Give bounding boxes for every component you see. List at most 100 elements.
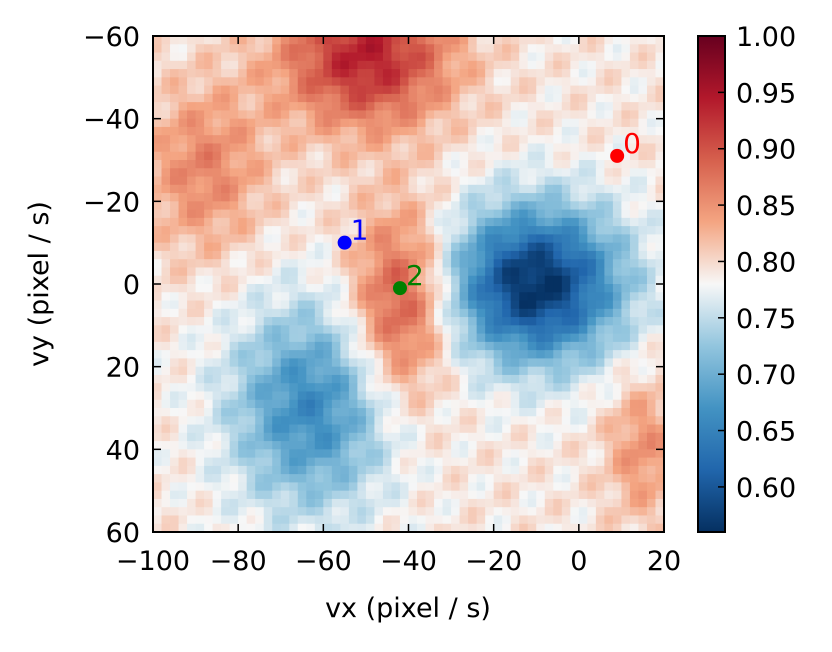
heatmap-cell [314, 85, 324, 95]
heatmap-cell [604, 399, 614, 409]
heatmap-cell [204, 523, 214, 532]
heatmap-cell [417, 441, 427, 450]
heatmap-cell [459, 474, 469, 483]
heatmap-cell [604, 358, 614, 368]
heatmap-cell [553, 515, 563, 525]
heatmap-cell [434, 160, 444, 169]
heatmap-cell [485, 85, 495, 95]
heatmap-cell [382, 242, 392, 252]
heatmap-cell [561, 267, 571, 277]
heatmap-cell [493, 102, 503, 111]
heatmap-cell [502, 168, 512, 178]
heatmap-cell [621, 358, 631, 368]
heatmap-cell [544, 465, 554, 475]
heatmap-cell [578, 201, 588, 211]
heatmap-cell [544, 333, 554, 343]
heatmap-cell [314, 341, 324, 351]
heatmap-cell [255, 366, 265, 376]
heatmap-cell [306, 341, 316, 351]
heatmap-cell [544, 341, 554, 351]
heatmap-cell [459, 284, 469, 293]
heatmap-cell [255, 308, 265, 318]
heatmap-cell [340, 126, 350, 136]
heatmap-cell [587, 52, 597, 62]
heatmap-cell [204, 176, 214, 186]
heatmap-cell [195, 465, 205, 475]
heatmap-cell [544, 482, 554, 492]
heatmap-cell [195, 259, 205, 268]
heatmap-cell [544, 507, 554, 516]
heatmap-cell [297, 482, 307, 492]
heatmap-cell [408, 184, 418, 194]
heatmap-cell [365, 69, 375, 78]
heatmap-cell [502, 374, 512, 384]
heatmap-cell [595, 523, 605, 532]
heatmap-cell [348, 317, 358, 326]
heatmap-cell [638, 52, 648, 62]
heatmap-cell [229, 300, 239, 310]
heatmap-cell [468, 366, 478, 376]
heatmap-cell [629, 85, 639, 95]
heatmap-cell [263, 193, 273, 202]
heatmap-cell [425, 408, 435, 417]
heatmap-cell [365, 126, 375, 136]
heatmap-cell [348, 176, 358, 186]
heatmap-cell [587, 408, 597, 417]
heatmap-cell [570, 85, 580, 95]
heatmap-cell [544, 424, 554, 434]
heatmap-cell [476, 226, 486, 235]
heatmap-cell [238, 457, 248, 467]
heatmap-cell [289, 44, 299, 54]
heatmap-cell [468, 317, 478, 326]
heatmap-cell [229, 160, 239, 169]
heatmap-cell [655, 308, 664, 318]
heatmap-cell [493, 490, 503, 500]
heatmap-cell [178, 465, 188, 475]
heatmap-cell [502, 308, 512, 318]
heatmap-cell [331, 416, 341, 426]
heatmap-cell [153, 118, 163, 128]
heatmap-cell [519, 366, 529, 376]
heatmap-cell [638, 292, 648, 302]
heatmap-cell [221, 383, 231, 392]
heatmap-cell [493, 523, 503, 532]
heatmap-cell [629, 292, 639, 302]
heatmap-cell [527, 135, 537, 144]
heatmap-cell [425, 424, 435, 434]
heatmap-cell [604, 391, 614, 401]
heatmap-cell [280, 358, 290, 368]
heatmap-cell [510, 308, 520, 318]
heatmap-cell [595, 60, 605, 70]
heatmap-cell [646, 383, 656, 392]
heatmap-cell [638, 60, 648, 70]
heatmap-cell [204, 85, 214, 95]
heatmap-cell [289, 350, 299, 359]
heatmap-cell [289, 515, 299, 525]
heatmap-cell [578, 110, 588, 120]
heatmap-cell [195, 36, 205, 45]
colorbar-tick-label: 0.90 [736, 135, 796, 166]
heatmap-cell [178, 300, 188, 310]
heatmap-cell [340, 226, 350, 235]
heatmap-cell [544, 474, 554, 483]
heatmap-cell [536, 250, 546, 260]
heatmap-cell [527, 465, 537, 475]
heatmap-cell [340, 383, 350, 392]
heatmap-cell [621, 151, 631, 161]
heatmap-cell [161, 465, 171, 475]
heatmap-cell [587, 457, 597, 467]
heatmap-cell [195, 300, 205, 310]
heatmap-cell [246, 300, 256, 310]
heatmap-cell [544, 325, 554, 335]
heatmap-cell [204, 399, 214, 409]
heatmap-cell [502, 300, 512, 310]
heatmap-cell [153, 498, 163, 508]
heatmap-cell [323, 102, 333, 111]
heatmap-cell [153, 399, 163, 409]
heatmap-cell [187, 201, 197, 211]
heatmap-cell [595, 374, 605, 384]
heatmap-cell [323, 465, 333, 475]
heatmap-cell [519, 93, 529, 103]
heatmap-cell [655, 474, 664, 483]
heatmap-cell [621, 523, 631, 532]
